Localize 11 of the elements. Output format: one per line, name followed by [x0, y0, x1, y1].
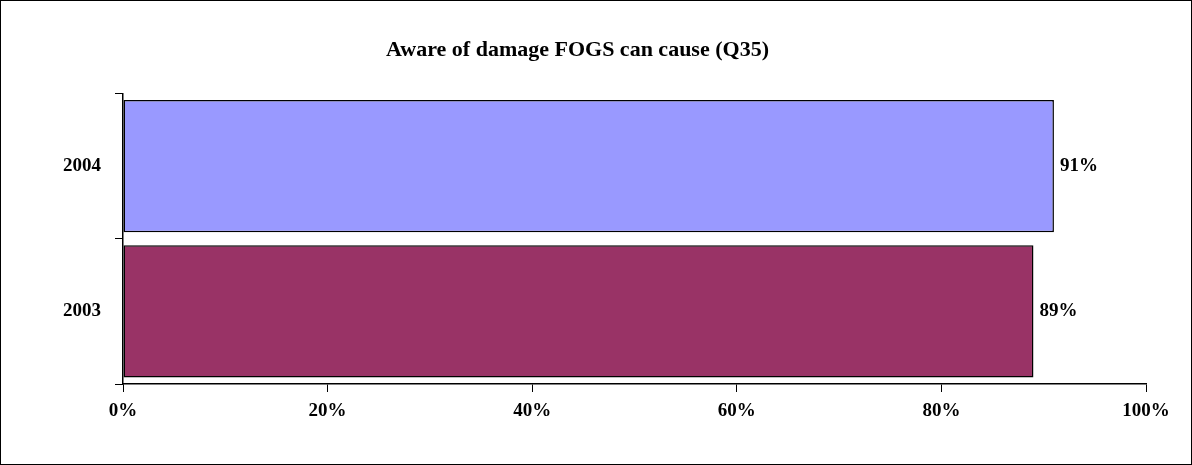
x-tick-label: 20%	[308, 399, 347, 421]
x-tick-label: 100%	[1122, 399, 1170, 421]
y-tick-label: 2004	[63, 153, 102, 175]
x-tick-label: 40%	[513, 399, 552, 421]
data-label: 89%	[1039, 299, 1078, 321]
data-label: 91%	[1059, 153, 1098, 175]
x-tick-label: 80%	[922, 399, 961, 421]
x-tick-label: 60%	[717, 399, 756, 421]
x-tick-label: 0%	[108, 399, 138, 421]
y-tick-label: 2003	[63, 299, 101, 321]
chart-title: Aware of damage FOGS can cause (Q35)	[386, 35, 769, 61]
